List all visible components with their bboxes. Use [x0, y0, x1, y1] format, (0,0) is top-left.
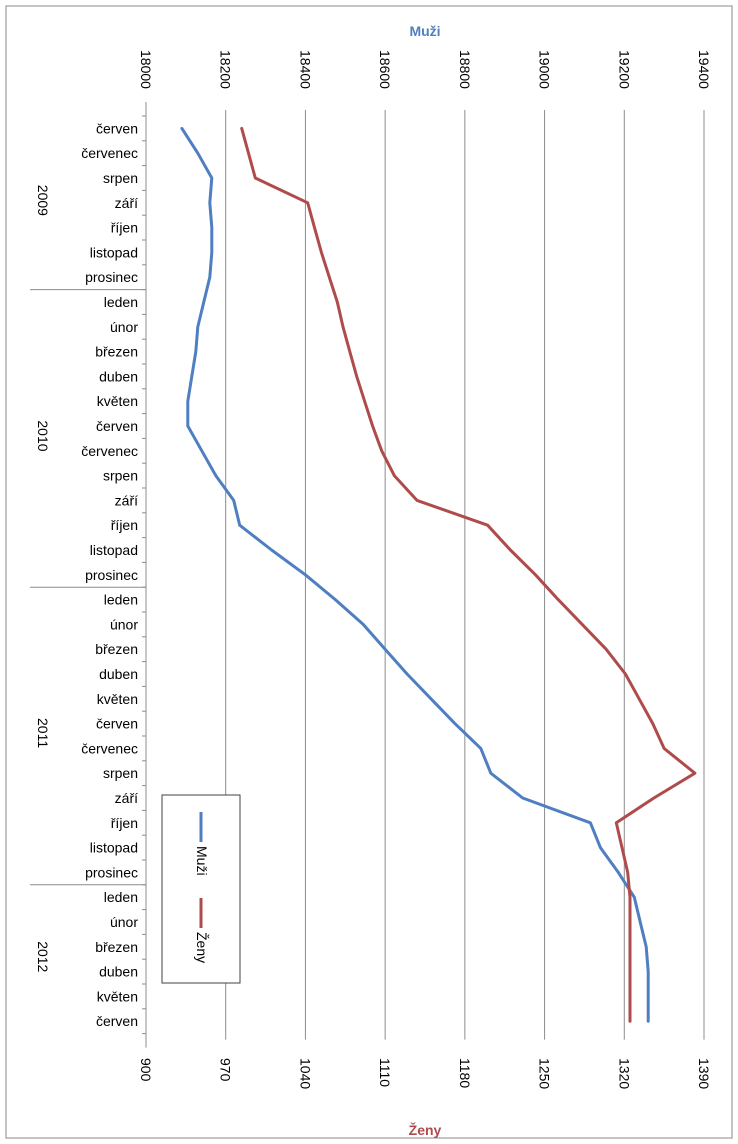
category-label: duben	[99, 964, 138, 980]
zeny-tick-label: 1040	[297, 1058, 313, 1089]
category-label: leden	[104, 592, 138, 608]
legend: Muži Ženy	[161, 794, 241, 984]
year-label: 2009	[35, 185, 51, 216]
muzi-tick-label: 18000	[138, 50, 154, 89]
category-label: červenec	[81, 145, 138, 161]
category-label: listopad	[90, 840, 138, 856]
category-label: prosinec	[85, 864, 138, 880]
category-label: listopad	[90, 244, 138, 260]
category-label: březen	[95, 344, 138, 360]
year-label: 2010	[35, 420, 51, 451]
muzi-tick-label: 19000	[537, 50, 553, 89]
category-label: červenec	[81, 443, 138, 459]
series-line-muzi	[180, 126, 650, 1023]
zeny-tick-label: 900	[138, 1058, 154, 1082]
category-label: červen	[96, 418, 138, 434]
category-label: říjen	[111, 517, 138, 533]
zeny-axis-title: Ženy	[409, 1121, 442, 1138]
series-group	[180, 126, 697, 1023]
category-label: září	[115, 790, 138, 806]
category-label: červen	[96, 716, 138, 732]
category-label: květen	[97, 988, 138, 1004]
category-label: listopad	[90, 542, 138, 558]
zeny-tick-label: 1250	[537, 1058, 553, 1089]
category-label: září	[115, 195, 138, 211]
chart-frame	[5, 5, 733, 1139]
zeny-tick-label: 970	[218, 1058, 234, 1082]
legend-label-muzi: Muži	[194, 846, 210, 876]
year-label: 2011	[35, 718, 51, 748]
year-label: 2012	[35, 941, 51, 972]
category-label: prosinec	[85, 567, 138, 583]
category-label: duben	[99, 368, 138, 384]
category-label: březen	[95, 939, 138, 955]
category-label: březen	[95, 641, 138, 657]
category-label: leden	[104, 294, 138, 310]
category-label: říjen	[111, 220, 138, 236]
category-label: říjen	[111, 815, 138, 831]
category-label: květen	[97, 691, 138, 707]
series-line-zeny	[240, 126, 697, 1023]
category-label: prosinec	[85, 269, 138, 285]
category-label: duben	[99, 666, 138, 682]
muzi-tick-label: 19200	[616, 50, 632, 89]
category-axis: červen červenec srpen září říjen listopad pros…	[30, 115, 146, 1035]
muzi-tick-label: 18200	[218, 50, 234, 89]
zeny-tick-label: 1110	[377, 1058, 393, 1087]
muzi-axis: 18000 18200 18400 18600 18800 19000 19200 19400	[138, 50, 712, 116]
category-label: únor	[110, 616, 138, 632]
zeny-tick-label: 1390	[696, 1058, 712, 1089]
muzi-axis-title: Muži	[409, 23, 440, 39]
zeny-tick-label: 1320	[616, 1058, 632, 1089]
category-label: červen	[96, 1013, 138, 1029]
zeny-axis: 900 970 1040 1110 1180 1250 1320 1390	[138, 1033, 712, 1089]
category-label: únor	[110, 319, 138, 335]
category-label: srpen	[103, 170, 138, 186]
category-label: červenec	[81, 740, 138, 756]
category-label: únor	[110, 914, 138, 930]
category-label: květen	[97, 393, 138, 409]
category-label: září	[115, 492, 138, 508]
category-label: leden	[104, 889, 138, 905]
muzi-tick-label: 18400	[297, 50, 313, 89]
muzi-tick-label: 18800	[457, 50, 473, 89]
category-label: srpen	[103, 468, 138, 484]
category-label: červen	[96, 120, 138, 136]
category-label: srpen	[103, 765, 138, 781]
zeny-tick-label: 1180	[457, 1058, 473, 1088]
muzi-tick-label: 19400	[696, 50, 712, 89]
legend-label-zeny: Ženy	[194, 932, 210, 963]
muzi-tick-label: 18600	[377, 50, 393, 89]
